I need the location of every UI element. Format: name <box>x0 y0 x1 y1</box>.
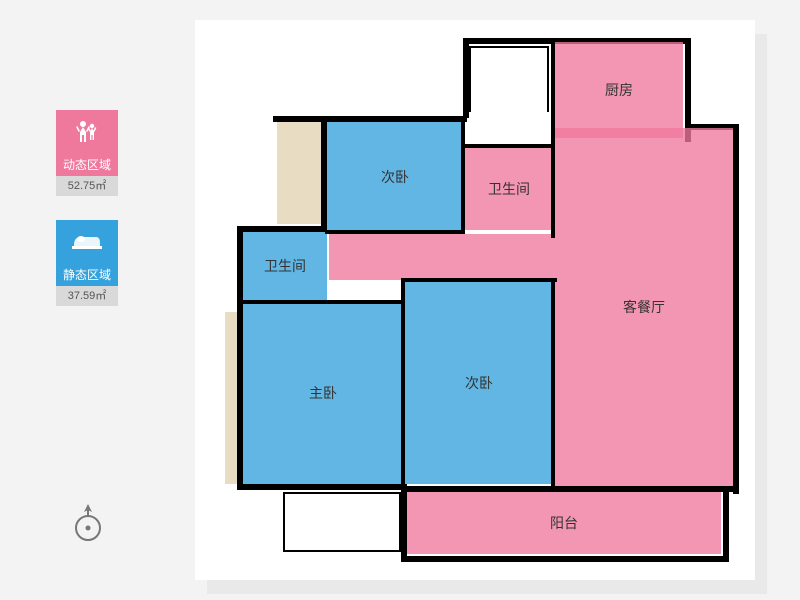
room-living: 客餐厅 <box>555 128 733 486</box>
room-label: 次卧 <box>465 373 493 393</box>
floorplan: 厨房 卫生间 客餐厅 阳台 次卧 卫生间 主卧 次卧 <box>195 20 755 580</box>
room-label: 卫生间 <box>488 179 530 199</box>
room-balcony: 阳台 <box>407 492 721 554</box>
legend-static-value: 37.59㎡ <box>56 286 118 306</box>
wall <box>401 278 557 282</box>
bed-icon <box>56 220 118 264</box>
room-label: 卫生间 <box>264 256 306 276</box>
wall <box>401 278 405 488</box>
room-bathroom2: 卫生间 <box>243 232 327 300</box>
room-label: 阳台 <box>550 513 578 533</box>
legend-static-label: 静态区域 <box>56 264 118 286</box>
room-label: 次卧 <box>381 167 409 187</box>
decor-block <box>283 492 401 552</box>
wall <box>551 278 555 488</box>
people-icon <box>56 110 118 154</box>
decor-block <box>225 312 237 484</box>
legend-static: 静态区域 37.59㎡ <box>56 220 118 306</box>
wall <box>237 484 407 490</box>
legend-dynamic: 动态区域 52.75㎡ <box>56 110 118 196</box>
wall <box>461 144 555 148</box>
legend-dynamic-value: 52.75㎡ <box>56 176 118 196</box>
corridor <box>329 234 555 280</box>
room-bedroom2a: 次卧 <box>327 122 463 232</box>
wall <box>723 486 729 562</box>
room-bedroom1: 主卧 <box>243 302 403 484</box>
legend-dynamic-label: 动态区域 <box>56 154 118 176</box>
wall <box>733 124 739 494</box>
wall <box>401 556 729 562</box>
wall <box>241 300 405 304</box>
room-label: 客餐厅 <box>623 297 665 317</box>
compass-icon <box>72 502 104 544</box>
room-bathroom1: 卫生间 <box>465 148 553 230</box>
room-bedroom2b: 次卧 <box>405 282 553 484</box>
room-label: 主卧 <box>309 383 337 403</box>
room-kitchen: 厨房 <box>555 42 683 138</box>
wall <box>461 116 465 234</box>
wall <box>325 230 465 234</box>
legend: 动态区域 52.75㎡ 静态区域 37.59㎡ <box>56 110 118 330</box>
wall <box>551 42 555 238</box>
decor-block <box>277 122 321 224</box>
decor-block <box>469 46 549 112</box>
room-label: 厨房 <box>605 80 633 100</box>
